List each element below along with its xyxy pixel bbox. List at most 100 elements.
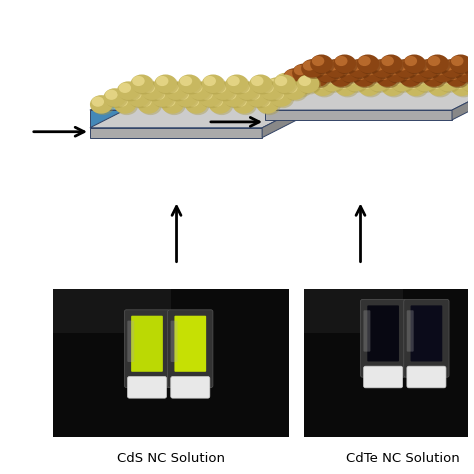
Ellipse shape [105,90,128,108]
Ellipse shape [333,55,356,73]
Ellipse shape [331,70,354,88]
Ellipse shape [249,74,272,93]
Ellipse shape [154,74,177,93]
Ellipse shape [426,55,449,73]
Ellipse shape [285,70,308,88]
FancyBboxPatch shape [168,310,213,388]
Ellipse shape [383,79,395,89]
Ellipse shape [419,61,431,71]
Ellipse shape [132,76,145,86]
Ellipse shape [473,55,474,73]
Ellipse shape [315,64,338,82]
Ellipse shape [312,56,324,66]
Polygon shape [90,128,262,137]
Ellipse shape [161,95,184,114]
Ellipse shape [340,65,353,75]
Bar [304,289,403,333]
Ellipse shape [428,56,440,66]
Ellipse shape [143,83,165,101]
Ellipse shape [355,70,367,80]
Ellipse shape [437,73,459,91]
Ellipse shape [118,83,141,101]
Ellipse shape [187,97,210,115]
Ellipse shape [164,82,187,100]
Ellipse shape [356,55,379,73]
Bar [53,289,171,333]
Ellipse shape [303,61,315,71]
Ellipse shape [103,88,126,107]
Ellipse shape [322,74,335,84]
Ellipse shape [248,90,260,100]
Ellipse shape [227,76,240,86]
Ellipse shape [178,74,201,93]
Ellipse shape [317,65,340,83]
Ellipse shape [236,82,258,100]
Ellipse shape [200,90,213,100]
Ellipse shape [446,68,468,87]
Ellipse shape [438,74,461,93]
FancyBboxPatch shape [128,320,134,362]
Ellipse shape [209,95,231,114]
Ellipse shape [275,76,297,94]
Polygon shape [90,82,316,110]
Ellipse shape [401,70,423,88]
Ellipse shape [451,56,464,66]
Ellipse shape [251,76,264,86]
Ellipse shape [153,90,165,100]
Ellipse shape [275,76,287,86]
Ellipse shape [373,61,385,71]
Ellipse shape [447,70,470,88]
Ellipse shape [180,76,192,86]
Ellipse shape [362,64,384,82]
Polygon shape [90,100,316,128]
Ellipse shape [378,70,390,80]
Polygon shape [452,65,474,110]
Ellipse shape [190,83,202,93]
FancyBboxPatch shape [364,310,370,352]
Ellipse shape [91,97,114,115]
Ellipse shape [276,74,288,84]
Ellipse shape [387,65,399,75]
Ellipse shape [299,76,321,94]
Ellipse shape [132,76,155,94]
Ellipse shape [294,65,306,75]
Ellipse shape [248,90,270,108]
Ellipse shape [373,61,395,79]
Ellipse shape [90,95,112,114]
Polygon shape [90,110,262,128]
Ellipse shape [347,59,370,78]
Ellipse shape [452,79,465,89]
Ellipse shape [390,73,413,91]
Ellipse shape [283,82,306,100]
Ellipse shape [234,97,246,107]
Ellipse shape [326,61,338,71]
Ellipse shape [139,97,162,115]
Ellipse shape [322,74,345,93]
FancyBboxPatch shape [410,305,442,362]
Ellipse shape [137,95,160,114]
Ellipse shape [387,65,409,83]
Ellipse shape [222,88,245,107]
Ellipse shape [464,59,474,78]
Ellipse shape [417,59,440,78]
Ellipse shape [258,97,281,115]
Ellipse shape [290,79,312,97]
Ellipse shape [260,82,282,100]
Ellipse shape [326,61,349,79]
Ellipse shape [297,74,319,93]
Ellipse shape [237,83,250,93]
Ellipse shape [346,74,358,84]
Ellipse shape [329,68,352,87]
Ellipse shape [371,59,393,78]
Ellipse shape [447,70,460,80]
Ellipse shape [272,90,294,108]
Ellipse shape [261,83,284,101]
Ellipse shape [461,74,474,84]
Ellipse shape [353,68,375,87]
Ellipse shape [415,74,438,93]
Ellipse shape [399,68,422,87]
Ellipse shape [199,88,221,107]
Ellipse shape [292,64,315,82]
Ellipse shape [431,64,454,82]
Ellipse shape [117,82,140,100]
